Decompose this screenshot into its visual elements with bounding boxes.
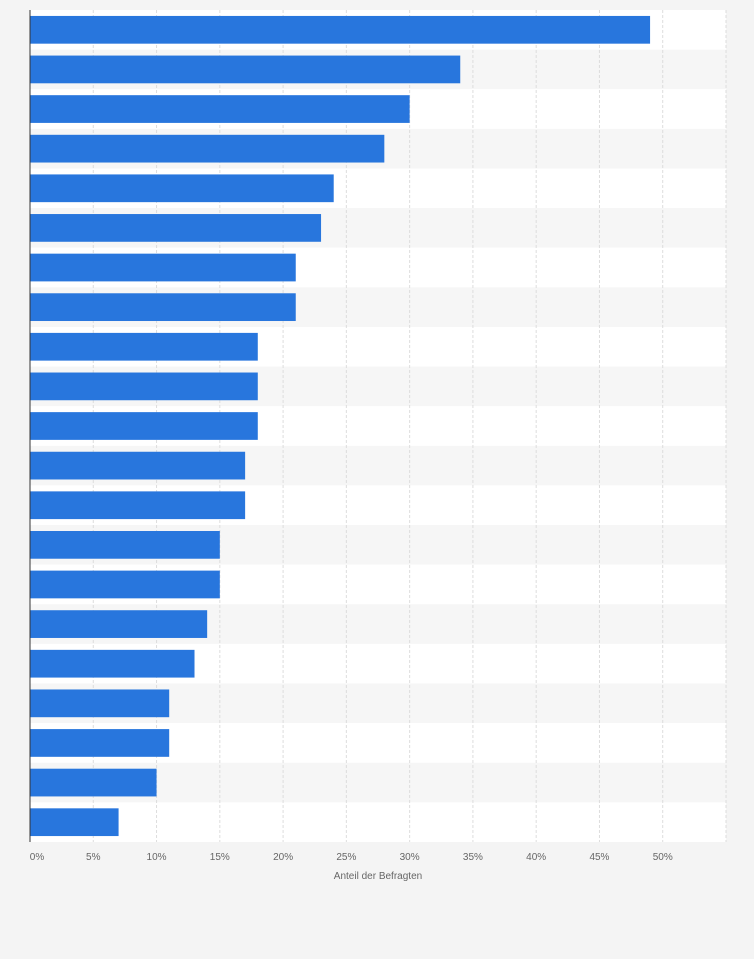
bar[interactable] (30, 491, 246, 520)
bar[interactable] (30, 214, 322, 242)
bar[interactable] (30, 15, 651, 44)
bar[interactable] (30, 530, 220, 559)
x-axis-ticks: 0% 5% 10% 15% 20% 25% 30% 35% 40% 45% 50% (30, 852, 673, 863)
x-tick-label: 35% (463, 852, 483, 863)
bar[interactable] (30, 253, 296, 282)
bar[interactable] (30, 649, 195, 678)
x-tick-label: 20% (273, 852, 293, 863)
bar[interactable] (30, 729, 170, 757)
bars (30, 15, 651, 837)
bar[interactable] (30, 610, 208, 638)
x-tick-label: 10% (147, 852, 167, 863)
bar[interactable] (30, 570, 220, 599)
bar[interactable] (30, 808, 119, 837)
bar[interactable] (30, 372, 258, 401)
bar[interactable] (30, 332, 258, 361)
x-axis-title: Anteil der Befragten (334, 871, 422, 882)
bar[interactable] (30, 55, 461, 84)
x-tick-label: 15% (210, 852, 230, 863)
row-band (30, 802, 726, 842)
bar[interactable] (30, 451, 246, 480)
x-tick-label: 0% (30, 852, 45, 863)
bar[interactable] (30, 689, 170, 718)
bar[interactable] (30, 293, 296, 322)
bar[interactable] (30, 134, 385, 163)
x-tick-label: 50% (653, 852, 673, 863)
x-tick-label: 40% (526, 852, 546, 863)
x-tick-label: 25% (336, 852, 356, 863)
x-tick-label: 5% (86, 852, 101, 863)
bar[interactable] (30, 95, 410, 123)
x-tick-label: 30% (400, 852, 420, 863)
x-tick-label: 45% (589, 852, 609, 863)
bar[interactable] (30, 768, 157, 797)
bar[interactable] (30, 174, 334, 203)
bar[interactable] (30, 412, 258, 440)
